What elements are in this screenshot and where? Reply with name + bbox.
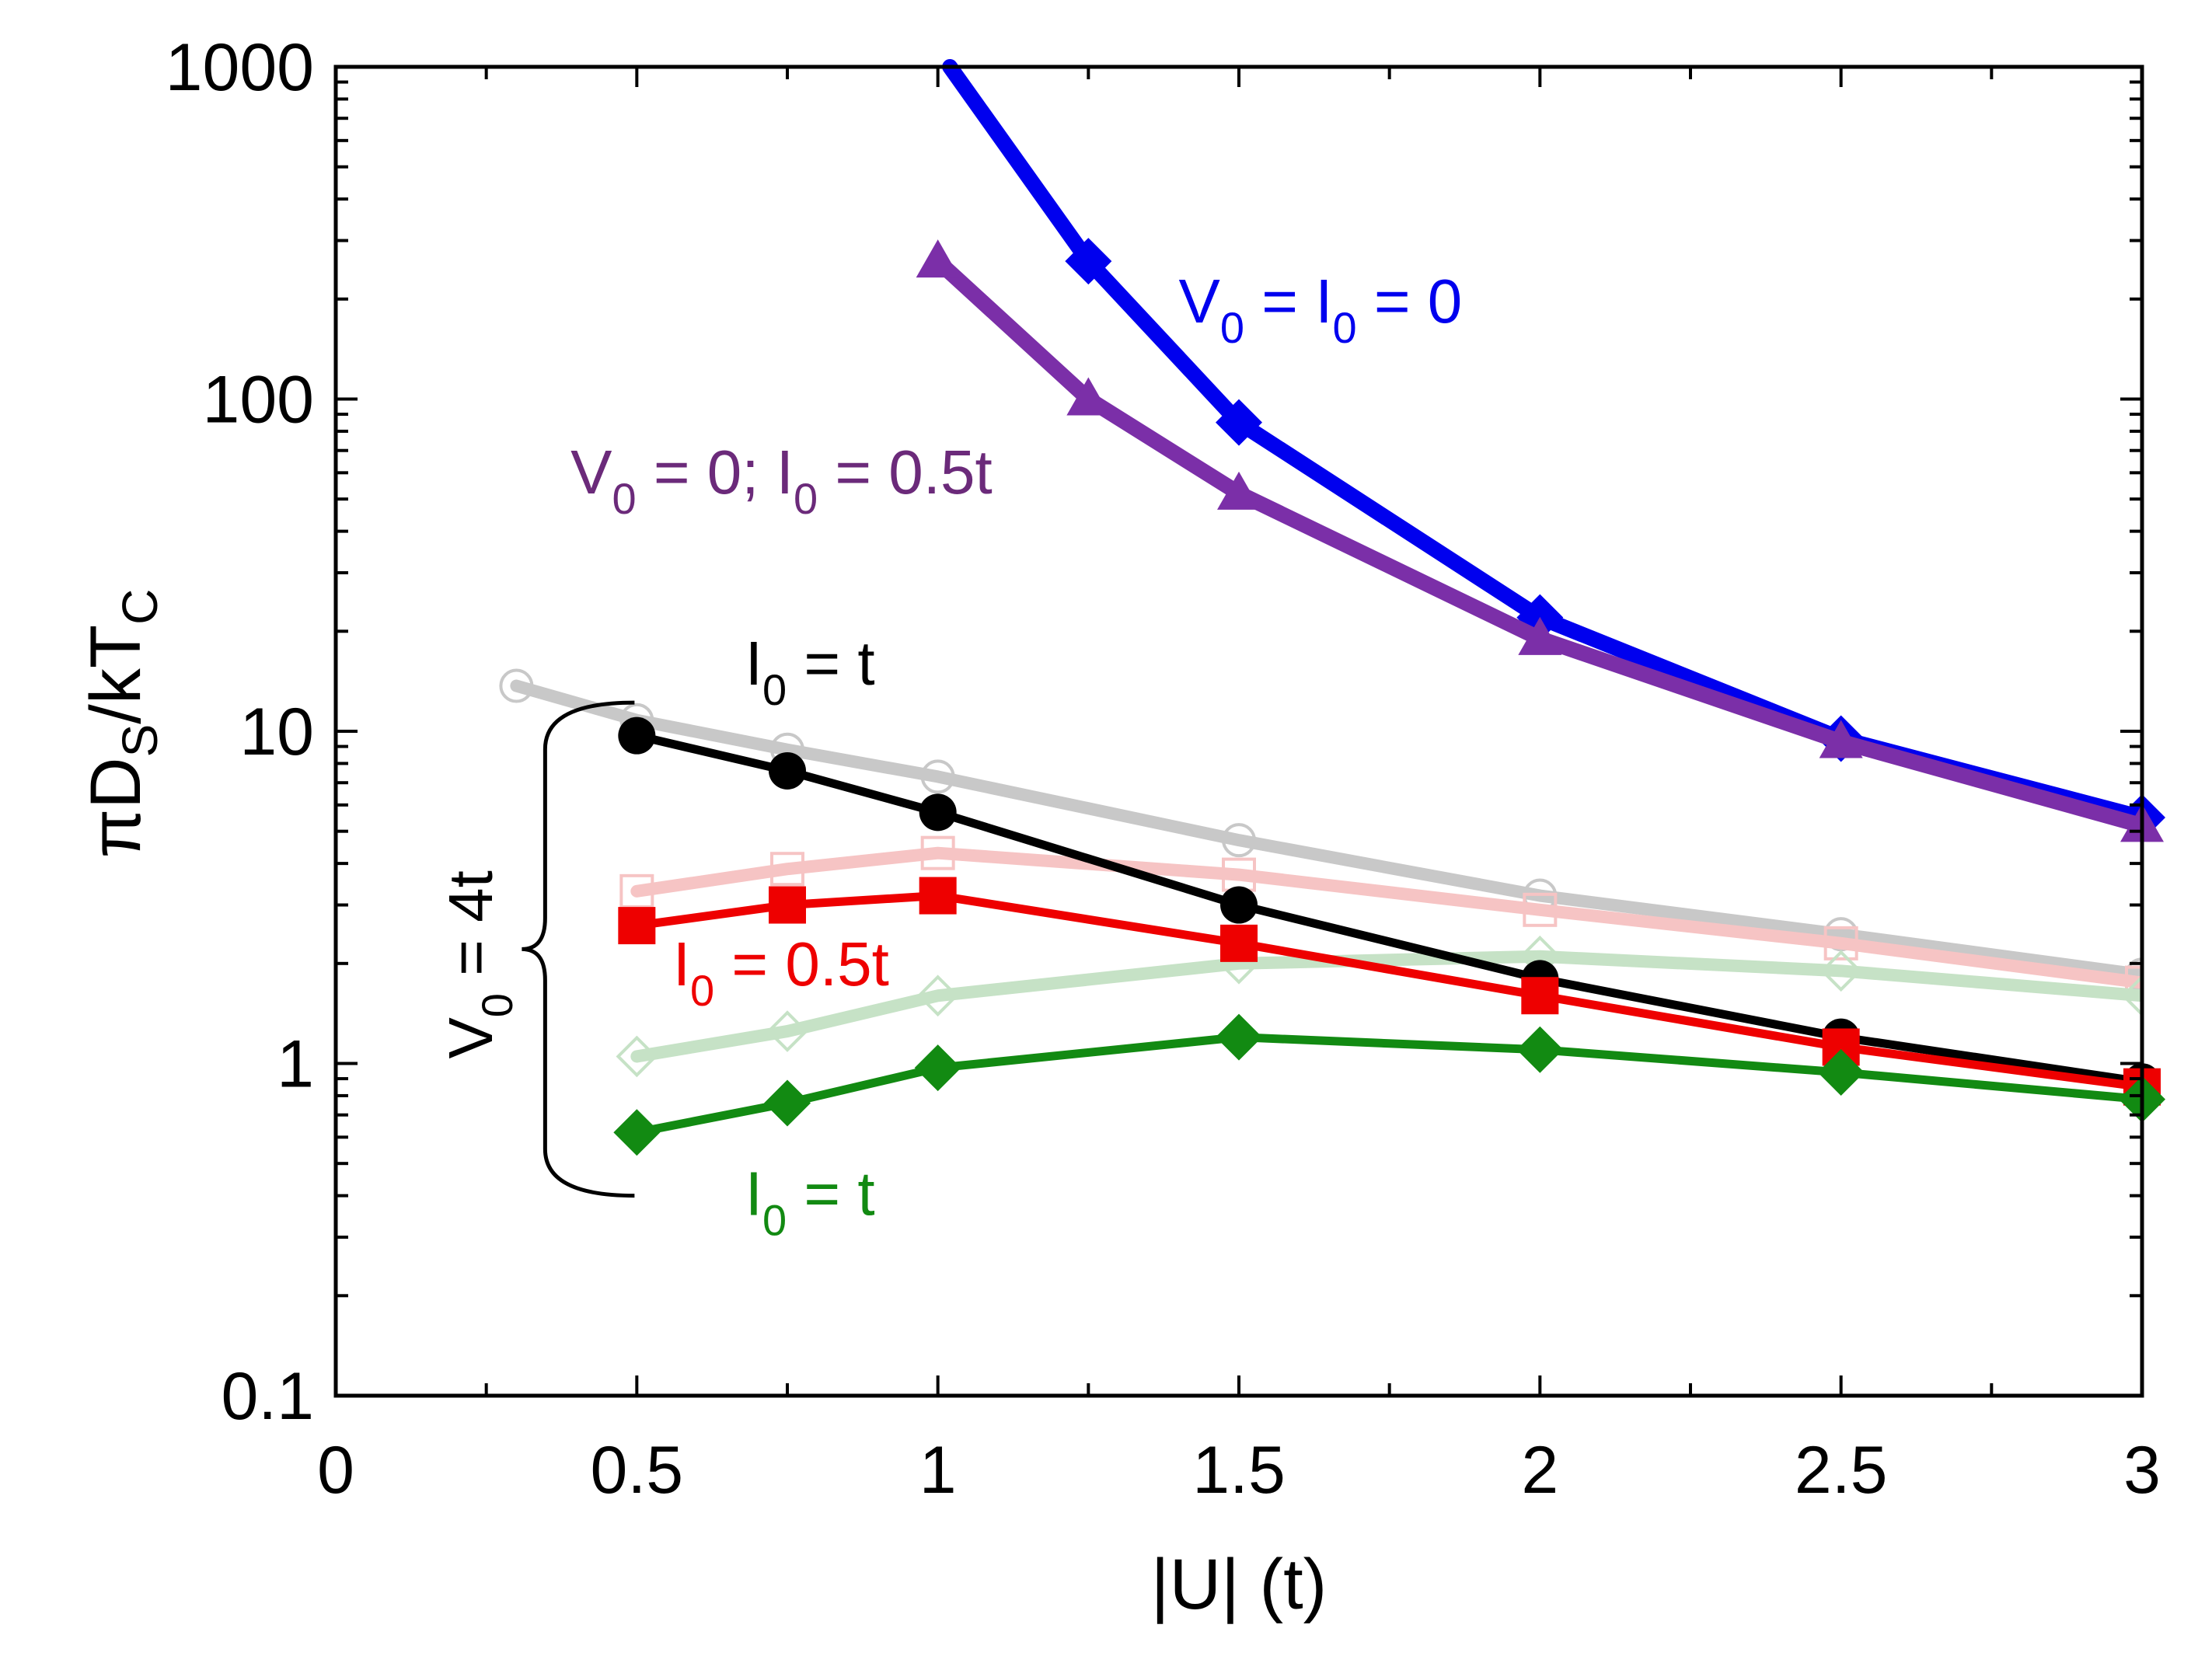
series-5-point [1222,823,1256,858]
axes [333,64,2144,1398]
y-axis-title: πDS/kTC [76,589,168,859]
series-4-point [1216,1013,1262,1061]
annotation-1: V0 = 0; I0 = 0.5t [570,438,993,523]
annotation-sub: 0 [1220,303,1244,352]
series-7-point [1819,950,1862,992]
series-7-point [916,974,959,1017]
bracket-text: V [436,1017,505,1059]
annotation-text: = I [1244,267,1332,336]
bracket-text: = 4t [436,870,505,993]
series-7-point [766,1010,808,1052]
series-5-point [499,668,534,703]
series-4-point [764,1079,811,1127]
annotation-text: = 0.5t [818,438,993,507]
series-6-point [619,873,654,908]
x-tick-label: 0 [317,1433,354,1508]
series-4-point [613,1109,661,1156]
annotation-2: I0 = t [745,629,875,714]
annotation-0: V0 = I0 = 0 [1179,267,1463,352]
y-tick-label: 0.1 [221,1359,314,1434]
series-2-point [618,716,656,755]
series-3-point [1521,977,1559,1015]
series-5-point [920,759,955,794]
y-title-part: /kT [76,625,155,724]
series-6-point [1823,926,1858,961]
series-0-point [1065,238,1112,285]
series-1-point [1217,471,1261,510]
y-tick-label: 10 [239,695,314,769]
x-tick-label: 1 [919,1433,957,1508]
series-7-line [630,950,2142,1063]
series-4-point [1817,1048,1865,1096]
annotation-text: V [570,438,612,507]
annotation-sub: 0 [794,474,818,523]
series-2-point [1220,886,1258,924]
annotation-text: I [745,629,762,698]
series-1-point [916,239,960,278]
main-series-layer [613,59,2165,1156]
annotation-text: I [673,929,690,999]
series-2-point [769,751,806,790]
annotation-3: I0 = 0.5t [673,929,889,1015]
series-6-point [1523,892,1558,927]
series-7-point [616,1035,658,1078]
annotation-sub: 0 [762,1195,787,1244]
x-tick-label: 2.5 [1795,1433,1888,1508]
series-3-point [919,877,957,915]
series-1-line [930,253,2150,834]
annotation-sub: 0 [612,474,636,523]
y-tick-label: 100 [203,363,315,438]
series-1-point [1518,616,1562,655]
series-0-point [1216,399,1262,446]
y-tick-label: 1 [277,1027,314,1102]
labels: 0 0.5 1 1.5 2 2.5 3 0.1 1 10 100 1000 |U| (t) πDS/kTC… [76,30,2161,1624]
series-1-point [1819,720,1863,758]
annotation-sub: 0 [762,665,787,714]
x-axis-title: |U| (t) [1151,1545,1328,1624]
series-4-point [914,1044,961,1092]
series-4-point [1516,1026,1564,1073]
annotation-4: I0 = t [745,1159,875,1244]
x-tick-label: 3 [2123,1433,2161,1508]
series-5-line [510,679,2142,981]
x-tick-label: 2 [1521,1433,1558,1508]
brace [522,700,635,1198]
bracket-label: V0 = 4t [436,870,522,1058]
x-tick-label: 0.5 [591,1433,684,1508]
faded-series-layer [499,668,2142,1078]
series-2-line [632,731,2147,1086]
series-1-point [1066,377,1111,416]
series-0-line [942,59,2150,825]
bracket-sub: 0 [473,993,522,1017]
series-6-point [2125,965,2142,1000]
series-6-point [770,852,804,887]
series-6-point [920,835,955,870]
annotation-sub: 0 [1332,303,1356,352]
annotation-text: = 0 [1357,267,1463,336]
plot-frame [333,64,2144,1398]
y-title-sub: C [112,589,168,625]
series-3-point [618,907,656,945]
x-tick-label: 1.5 [1192,1433,1286,1508]
y-tick-label: 1000 [166,30,314,105]
series-3-point [769,886,806,924]
y-title-sub: S [112,724,168,758]
annotation-text: = 0.5t [714,929,889,999]
series-3-point [1220,924,1258,962]
annotation-text: = t [787,1159,874,1228]
annotation-text: = 0; I [637,438,794,507]
annotation-text: I [745,1159,762,1228]
y-title-part: πD [76,757,155,858]
annotation-sub: 0 [690,966,714,1015]
series-6-line [630,846,2142,989]
series-7-point [2121,974,2142,1017]
annotation-text: V [1179,267,1221,336]
annotation-text: = t [787,629,874,698]
series-2-point [919,793,957,832]
